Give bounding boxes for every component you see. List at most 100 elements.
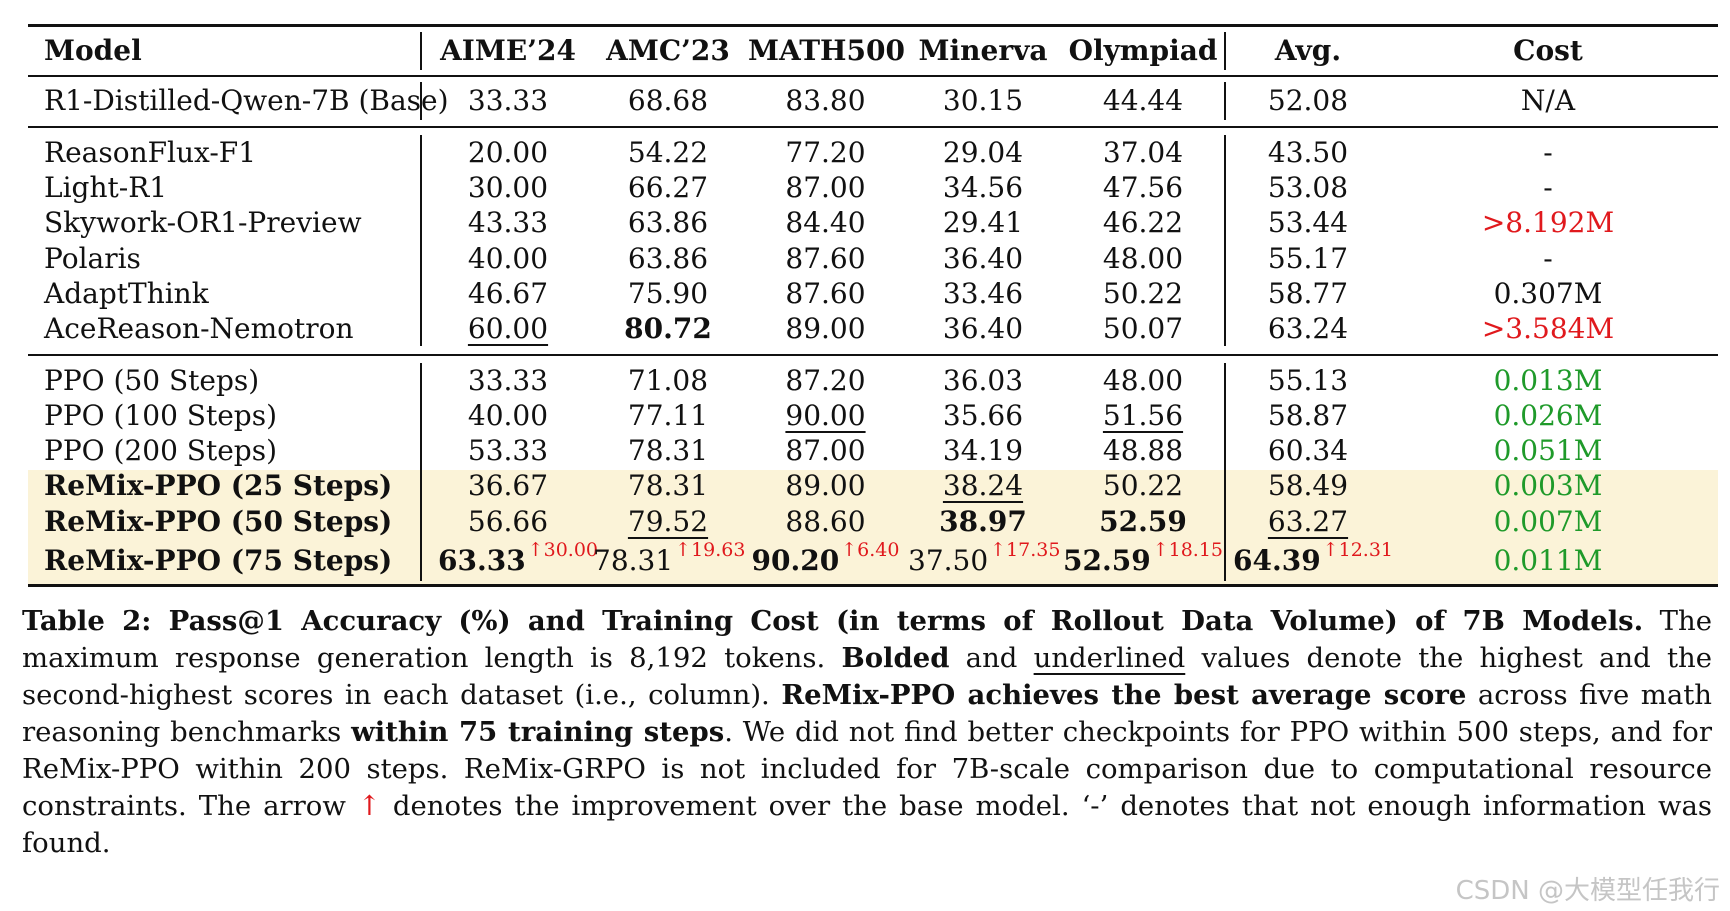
model-name: R1-Distilled-Qwen-7B (Base)	[44, 84, 449, 117]
score-value: 29.41	[942, 206, 1024, 239]
table-row: AdaptThink 46.67 75.90 87.60 33.46 50.22 58.77…	[28, 275, 1718, 313]
score-value: 40.00	[467, 399, 549, 432]
column-separator	[1224, 32, 1226, 70]
caption-claim: ReMix-PPO achieves the best average scor…	[781, 679, 1467, 711]
score-cell: 63.86	[593, 240, 743, 278]
avg-value: 52.08	[1267, 84, 1349, 117]
score-value: 48.00	[1102, 364, 1184, 397]
score-value: 89.00	[785, 469, 866, 502]
score-cell: 50.07	[1063, 310, 1223, 348]
cost-value: 0.051M	[1493, 434, 1603, 467]
improvement-arrow-label: ↑19.63	[675, 539, 746, 561]
table-row: Light-R1 30.00 66.27 87.00 34.56 47.56 53.08 -	[28, 169, 1718, 207]
improvement-arrow-label: ↑30.00	[527, 539, 599, 561]
improvement-arrow-label: ↑17.35	[990, 539, 1061, 561]
avg-cell: 58.77	[1233, 275, 1383, 313]
score-cell: 29.04	[908, 134, 1058, 172]
score-value: 33.33	[467, 84, 549, 117]
score-value: 87.00	[785, 434, 866, 467]
highlight-band	[28, 470, 1718, 584]
avg-cell: 60.34	[1233, 432, 1383, 470]
score-cell: 36.40	[908, 240, 1058, 278]
column-separator	[1224, 363, 1226, 581]
score-cell: 52.59 ↑18.15	[1063, 539, 1223, 580]
watermark: CSDN @大模型任我行	[1455, 876, 1720, 906]
score-value: 87.20	[785, 364, 866, 397]
score-cell: 51.56	[1063, 397, 1223, 435]
cost-value: 0.003M	[1493, 469, 1603, 502]
score-value: 80.72	[624, 312, 712, 345]
score-value: 37.04	[1102, 136, 1184, 169]
score-value: 38.97	[939, 505, 1027, 538]
score-value: 40.00	[467, 242, 549, 275]
score-cell: 79.52	[593, 503, 743, 541]
score-value: 75.90	[627, 277, 709, 310]
avg-value: 53.44	[1267, 206, 1349, 239]
cost-value: 0.007M	[1493, 505, 1603, 538]
score-value: 46.67	[467, 277, 549, 310]
score-cell: 60.00	[438, 310, 578, 348]
avg-cell: 64.39 ↑12.31	[1233, 539, 1393, 580]
score-cell: 46.67	[438, 275, 578, 313]
score-value: 77.20	[785, 136, 866, 169]
score-value: 78.31	[593, 544, 674, 577]
score-cell: 78.31	[593, 432, 743, 470]
table-row: Skywork-OR1-Preview 43.33 63.86 84.40 29.41 4…	[28, 204, 1718, 242]
caption-within: within 75 training steps	[351, 716, 725, 748]
score-cell: 40.00	[438, 240, 578, 278]
cost-value: -	[1543, 242, 1553, 275]
model-name: ReMix-PPO (75 Steps)	[44, 544, 393, 577]
table-row: PPO (50 Steps) 33.33 71.08 87.20 36.03 48.00 5…	[28, 362, 1718, 400]
header-aime-24: AIME’24	[440, 34, 576, 67]
score-cell: 50.22	[1063, 275, 1223, 313]
table-row: ReMix-PPO (25 Steps) 36.67 78.31 89.00 38.24…	[28, 467, 1718, 505]
score-value: 36.40	[942, 242, 1024, 275]
score-value: 36.40	[942, 312, 1024, 345]
model-name: ReasonFlux-F1	[44, 136, 257, 169]
cost-value: >8.192M	[1481, 206, 1615, 239]
model-name: PPO (100 Steps)	[44, 399, 278, 432]
header-amc-23: AMC’23	[606, 34, 730, 67]
avg-value: 63.24	[1267, 312, 1349, 345]
table-row: ReMix-PPO (50 Steps) 56.66 79.52 88.60 38.97…	[28, 503, 1718, 541]
score-cell: 66.27	[593, 169, 743, 207]
score-cell: 40.00	[438, 397, 578, 435]
score-cell: 84.40	[748, 204, 903, 242]
model-name: Light-R1	[44, 171, 168, 204]
score-cell: 87.60	[748, 275, 903, 313]
caption-bolded: Bolded	[841, 642, 950, 674]
column-separator	[420, 363, 422, 581]
improvement-arrow-label: ↑12.31	[1322, 539, 1394, 561]
table-row: PPO (200 Steps) 53.33 78.31 87.00 34.19 48.88…	[28, 432, 1718, 470]
caption-underlined: underlined	[1033, 642, 1186, 674]
caption-arrow: ↑	[357, 790, 381, 822]
table-caption: Table 2: Pass@1 Accuracy (%) and Trainin…	[22, 603, 1712, 862]
model-name: PPO (50 Steps)	[44, 364, 260, 397]
column-separator	[420, 32, 422, 70]
score-value: 90.20	[751, 544, 840, 577]
score-cell: 36.67	[438, 467, 578, 505]
model-name: PPO (200 Steps)	[44, 434, 278, 467]
header-rule	[28, 75, 1718, 77]
score-cell: 36.03	[908, 362, 1058, 400]
score-value: 63.86	[627, 242, 709, 275]
score-value: 34.19	[942, 434, 1024, 467]
score-value: 83.80	[785, 84, 866, 117]
table-row: R1-Distilled-Qwen-7B (Base) 33.33 68.68 83.…	[28, 82, 1718, 120]
score-cell: 35.66	[908, 397, 1058, 435]
cost-value: 0.011M	[1493, 544, 1603, 577]
score-value: 71.08	[627, 364, 709, 397]
score-value: 35.66	[942, 399, 1024, 432]
cost-value: N/A	[1520, 84, 1576, 117]
model-name: ReMix-PPO (25 Steps)	[44, 469, 393, 502]
column-separator	[420, 82, 422, 120]
score-value: 43.33	[467, 206, 549, 239]
score-cell: 87.60	[748, 240, 903, 278]
score-value: 38.24	[942, 469, 1024, 502]
avg-value: 55.13	[1267, 364, 1349, 397]
score-value: 79.52	[627, 505, 709, 538]
score-value: 77.11	[627, 399, 709, 432]
score-cell: 90.20 ↑6.40	[748, 539, 903, 580]
avg-value: 43.50	[1267, 136, 1349, 169]
score-cell: 44.44	[1063, 82, 1223, 120]
